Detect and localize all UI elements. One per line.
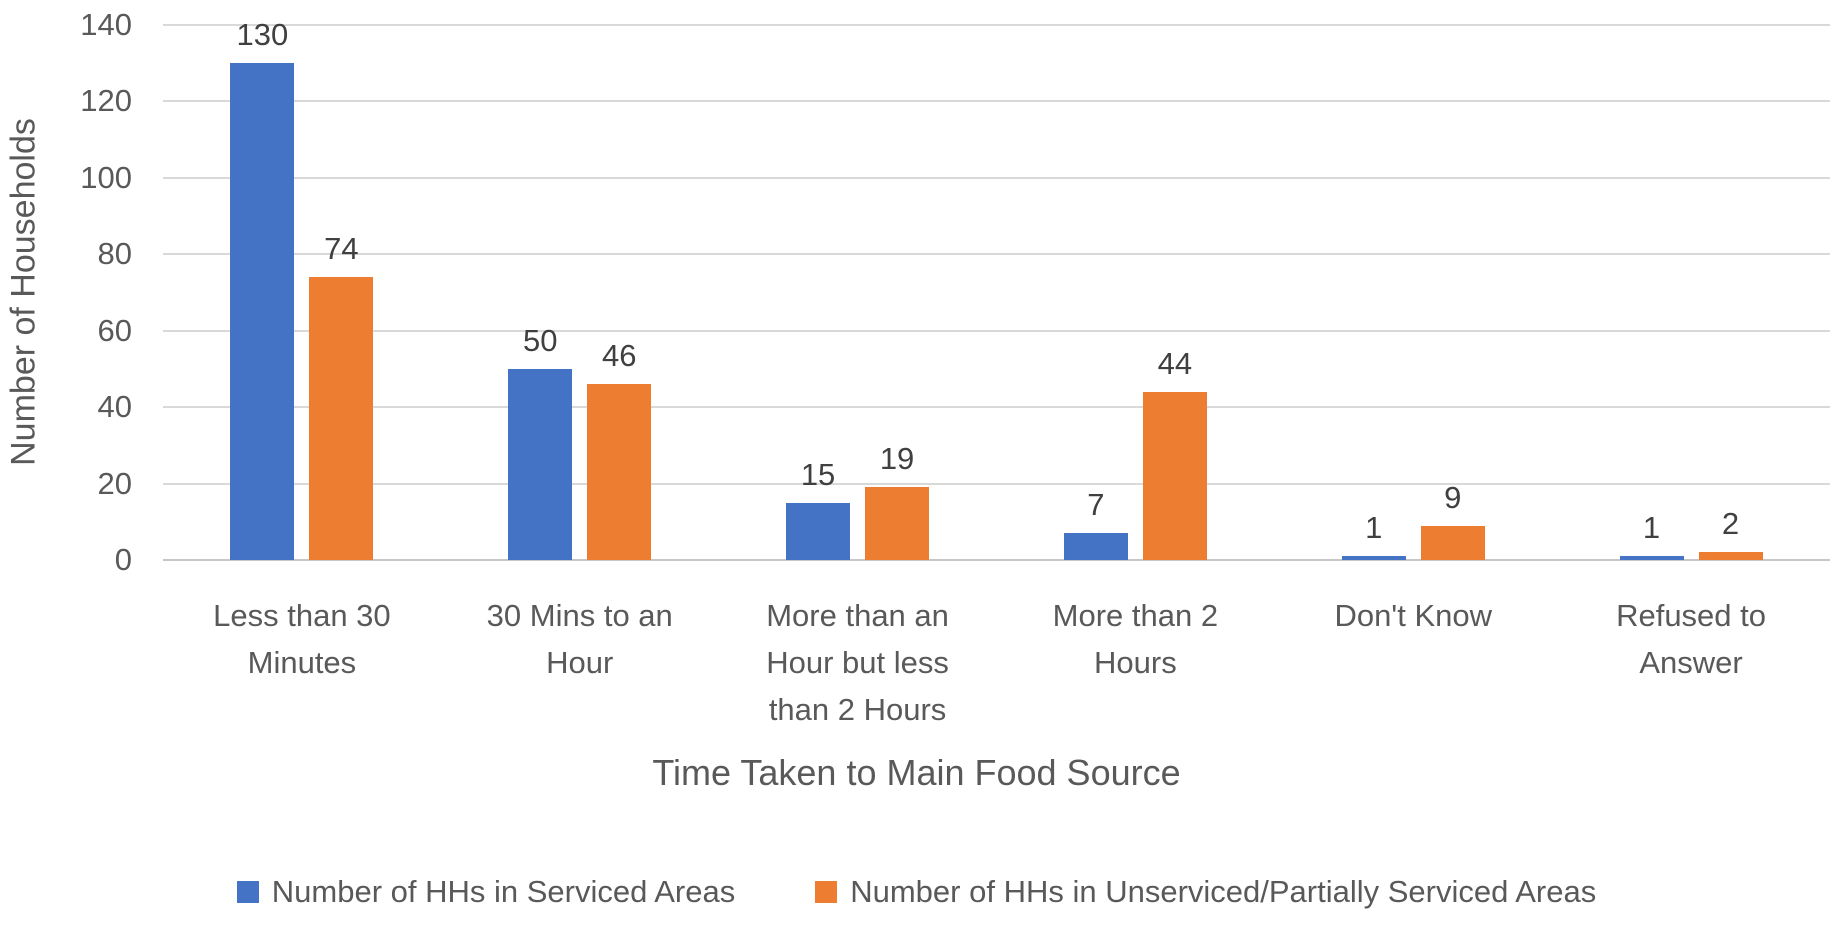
data-label: 15 <box>800 456 836 492</box>
bar-group: 130 74 <box>163 17 441 560</box>
x-category-label: More than an Hour but less than 2 Hours <box>719 592 997 733</box>
x-category-label-text: More than an Hour but less than 2 Hours <box>766 598 949 727</box>
x-category-label-text: Less than 30 Minutes <box>213 598 391 680</box>
data-label: 44 <box>1157 345 1193 381</box>
legend-label: Number of HHs in Unserviced/Partially Se… <box>850 874 1597 909</box>
bar-serviced: 15 <box>786 457 851 560</box>
data-label: 1 <box>1642 510 1661 546</box>
y-tick-label: 100 <box>80 159 132 195</box>
x-category-label: Refused to Answer <box>1552 592 1830 733</box>
y-tick-label: 20 <box>97 465 132 501</box>
x-category-label-text: 30 Mins to an Hour <box>486 598 673 680</box>
legend-item-unserviced: Number of HHs in Unserviced/Partially Se… <box>815 874 1596 910</box>
gridline <box>163 482 1830 485</box>
bar-unserviced: 46 <box>587 338 652 560</box>
x-axis-title: Time Taken to Main Food Source <box>652 752 1181 793</box>
bar-unserviced: 74 <box>309 231 374 560</box>
plot-area: 130 74 50 46 15 19 7 44 1 9 1 2 <box>163 17 1830 560</box>
bar-unserviced: 19 <box>865 441 930 560</box>
bar-serviced: 130 <box>230 17 295 560</box>
data-label: 50 <box>522 322 558 358</box>
gridline <box>163 329 1830 332</box>
x-axis-labels: Less than 30 Minutes 30 Mins to an Hour Mo… <box>163 592 1830 733</box>
data-label: 2 <box>1721 506 1740 542</box>
y-tick-label: 140 <box>80 7 132 42</box>
bar-serviced: 50 <box>508 323 573 560</box>
x-category-label-text: Don't Know <box>1334 598 1492 633</box>
gridlines <box>163 0 1830 620</box>
legend-item-serviced: Number of HHs in Serviced Areas <box>236 874 736 910</box>
y-tick-label: 0 <box>114 542 132 577</box>
gridline <box>163 100 1830 103</box>
x-category-label: Less than 30 Minutes <box>163 592 441 733</box>
x-category-label-text: More than 2 Hours <box>1052 598 1219 680</box>
y-tick-label: 60 <box>97 312 132 348</box>
x-category-label: More than 2 Hours <box>996 592 1274 733</box>
y-tick-label: 40 <box>97 389 132 425</box>
y-tick-label: 120 <box>80 83 132 119</box>
x-category-label-text: Refused to Answer <box>1616 598 1767 680</box>
data-label: 9 <box>1444 479 1462 515</box>
data-label: 74 <box>324 231 359 267</box>
data-label: 130 <box>236 17 289 53</box>
bar-serviced: 7 <box>1063 487 1128 560</box>
bar-group: 7 44 <box>996 25 1274 560</box>
gridline <box>163 406 1830 409</box>
y-axis-ticks: 0 20 40 60 80 100 120 140 <box>30 0 132 620</box>
bar-serviced: 1 <box>1619 510 1684 560</box>
data-label: 46 <box>601 338 637 374</box>
bar-unserviced: 2 <box>1698 506 1763 560</box>
legend-swatch-icon <box>815 881 838 903</box>
legend-label: Number of HHs in Serviced Areas <box>271 874 736 909</box>
legend-swatch-icon <box>236 881 259 903</box>
bar-unserviced: 9 <box>1420 480 1485 560</box>
x-axis-line <box>163 559 1830 561</box>
x-category-label: Don't Know <box>1274 592 1552 733</box>
gridline <box>163 24 1830 26</box>
data-label: 1 <box>1365 510 1383 546</box>
gridline <box>163 176 1830 179</box>
data-label: 7 <box>1087 487 1105 523</box>
bar-group: 50 46 <box>441 25 719 560</box>
legend: Number of HHs in Serviced Areas Number of… <box>0 874 1833 910</box>
data-label: 19 <box>879 441 915 477</box>
bar-unserviced: 44 <box>1142 346 1207 560</box>
bar-group: 15 19 <box>719 25 997 560</box>
x-category-label: 30 Mins to an Hour <box>441 592 719 733</box>
y-tick-label: 80 <box>97 236 132 272</box>
gridline <box>163 253 1830 256</box>
bar-serviced: 1 <box>1341 510 1406 560</box>
